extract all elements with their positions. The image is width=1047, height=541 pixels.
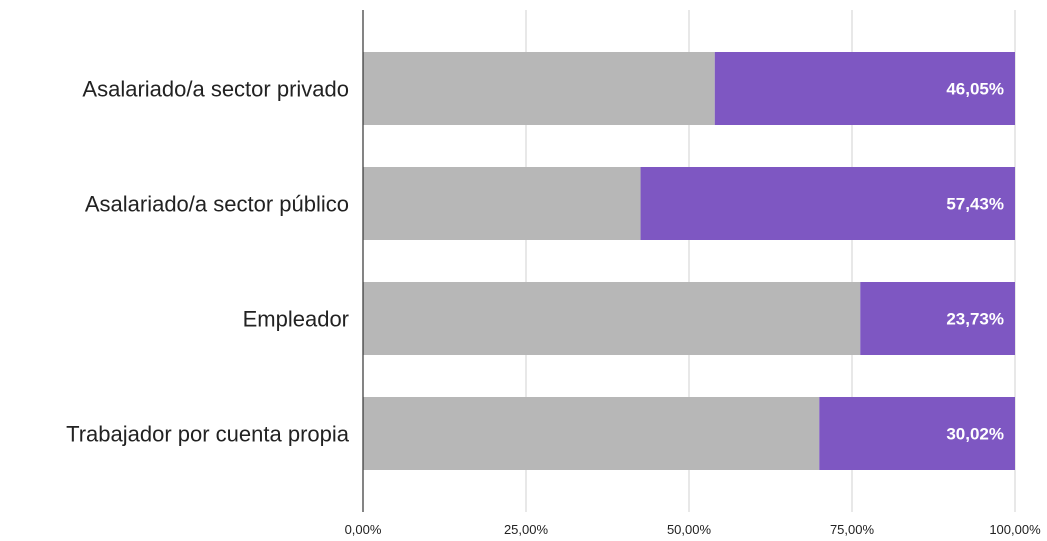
bar-segment	[363, 52, 715, 125]
x-tick-label: 50,00%	[667, 522, 712, 537]
category-label: Empleador	[243, 307, 349, 332]
bar-segment	[640, 167, 1015, 240]
bar-segment	[860, 282, 1015, 355]
bar-segment	[819, 397, 1015, 470]
bar-segment	[363, 282, 861, 355]
bar-segment	[363, 167, 641, 240]
category-label: Asalariado/a sector público	[85, 192, 349, 217]
data-label: 30,02%	[946, 425, 1004, 444]
bar-segment	[714, 52, 1015, 125]
category-labels: Asalariado/a sector privado Asalariado/a …	[66, 77, 350, 447]
x-tick-label: 75,00%	[830, 522, 875, 537]
x-tick-label: 0,00%	[345, 522, 382, 537]
x-axis-tick-labels: 0,00% 25,00% 50,00% 75,00% 100,00%	[345, 522, 1042, 537]
data-label: 57,43%	[946, 195, 1004, 214]
bars	[363, 52, 1015, 470]
category-label: Asalariado/a sector privado	[82, 77, 349, 102]
data-label: 23,73%	[946, 310, 1004, 329]
bar-segment	[363, 397, 820, 470]
x-tick-label: 25,00%	[504, 522, 549, 537]
data-labels: 46,05% 57,43% 23,73% 30,02%	[946, 80, 1004, 444]
category-label: Trabajador por cuenta propia	[66, 422, 350, 447]
x-tick-label: 100,00%	[989, 522, 1041, 537]
data-label: 46,05%	[946, 80, 1004, 99]
